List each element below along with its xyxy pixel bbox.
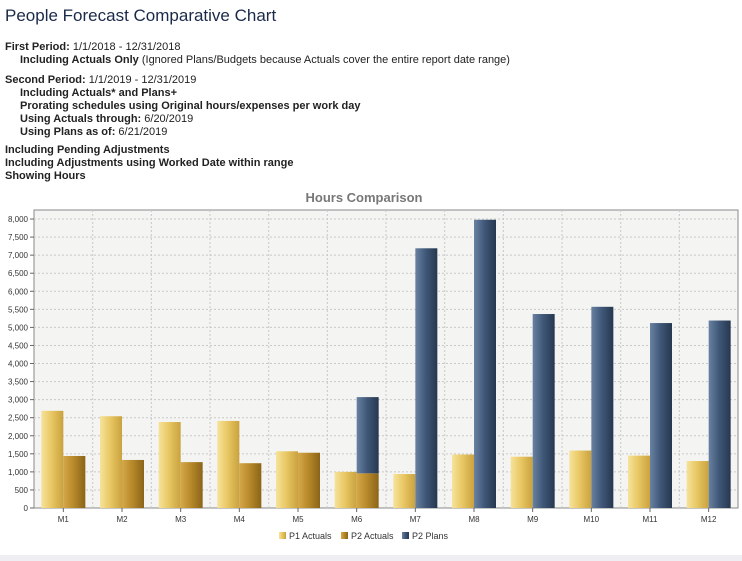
bar-p2-actuals (239, 463, 262, 508)
bar-p1-actuals (41, 410, 64, 508)
adjustments-worked-date-line: Including Adjustments using Worked Date … (5, 157, 294, 169)
y-tick-label: 3,000 (8, 396, 29, 405)
bar-p1-actuals (510, 456, 533, 508)
first-period-block: First Period: 1/1/2018 - 12/31/2018 Incl… (5, 41, 510, 67)
y-tick-label: 1,000 (8, 468, 29, 477)
y-tick-label: 2,500 (8, 414, 29, 423)
actuals-through-label: Using Actuals through: (20, 113, 142, 125)
x-tick-label: M9 (527, 515, 539, 524)
y-tick-label: 5,500 (8, 305, 29, 314)
plans-as-of-label: Using Plans as of: (20, 126, 116, 138)
legend-label: P2 Actuals (351, 531, 394, 541)
legend: P1 Actuals P2 Actuals P2 Plans (279, 531, 449, 541)
bar-p1-actuals (217, 420, 240, 508)
bar-p1-actuals (628, 455, 650, 508)
bar-p2-actuals (180, 462, 203, 508)
bar-p2-plans (532, 314, 555, 508)
y-tick-label: 500 (15, 486, 29, 495)
bar-p2-plans (474, 219, 496, 508)
bar-p1-actuals (100, 416, 122, 508)
bar-p1-actuals (686, 461, 709, 508)
bar-p1-actuals (276, 451, 298, 508)
first-period-including-label: Including Actuals Only (20, 54, 139, 66)
showing-hours-line: Showing Hours (5, 170, 86, 182)
bar-p2-plans (356, 397, 379, 474)
bar-p1-actuals (158, 422, 181, 508)
chart-title: Hours Comparison (305, 190, 422, 205)
bar-p1-actuals (569, 450, 592, 508)
y-tick-label: 6,000 (8, 287, 29, 296)
x-axis: M1 M2 M3 M4 M5 M6 M7 M8 M9 M10 M11 M12 (58, 508, 717, 524)
actuals-through-line: Using Actuals through: 6/20/2019 (5, 113, 360, 126)
y-tick-label: 6,500 (8, 269, 29, 278)
legend-label: P2 Plans (412, 531, 449, 541)
x-tick-label: M3 (175, 515, 187, 524)
bottom-strip (0, 555, 742, 561)
y-tick-label: 7,000 (8, 251, 29, 260)
bar-p2-actuals (356, 473, 379, 508)
second-period-range: 1/1/2019 - 12/31/2019 (88, 74, 197, 86)
first-period-including-note: (Ignored Plans/Budgets because Actuals c… (141, 54, 510, 66)
bar-p2-actuals (122, 459, 144, 508)
hours-comparison-chart: Hours Comparison 0 500 1,000 1,500 2,000 2,50… (8, 190, 739, 541)
bar-p2-actuals (298, 452, 320, 508)
plans-as-of-value: 6/21/2019 (118, 126, 168, 138)
general-options-block: Including Pending Adjustments Including … (5, 144, 293, 183)
y-tick-label: 8,000 (8, 215, 29, 224)
y-tick-label: 7,500 (8, 233, 29, 242)
x-tick-label: M8 (468, 515, 480, 524)
legend-swatch (402, 532, 409, 539)
y-tick-label: 4,500 (8, 341, 29, 350)
pending-adjustments-line: Including Pending Adjustments (5, 144, 170, 156)
page-title: People Forecast Comparative Chart (5, 6, 277, 25)
bar-p2-plans (591, 306, 614, 508)
x-tick-label: M10 (584, 515, 600, 524)
first-period-label: First Period: (5, 41, 70, 53)
y-tick-label: 0 (24, 504, 29, 513)
x-tick-label: M11 (643, 515, 659, 524)
x-tick-label: M5 (292, 515, 304, 524)
legend-swatch (341, 532, 348, 539)
actuals-through-value: 6/20/2019 (144, 113, 194, 125)
y-tick-label: 2,000 (8, 432, 29, 441)
x-tick-label: M1 (58, 515, 70, 524)
second-period-including-line: Including Actuals* and Plans+ (20, 87, 177, 99)
bar-p2-plans (415, 248, 438, 508)
x-tick-label: M7 (410, 515, 422, 524)
legend-swatch (279, 532, 286, 539)
bar-p1-actuals (393, 474, 416, 508)
bar-p2-plans (650, 323, 672, 508)
bar-p1-actuals (334, 471, 357, 508)
first-period-range: 1/1/2018 - 12/31/2018 (72, 41, 181, 53)
second-period-label: Second Period: (5, 74, 86, 86)
second-period-block: Second Period: 1/1/2019 - 12/31/2019 Inc… (5, 74, 360, 139)
first-period-including: Including Actuals Only (Ignored Plans/Bu… (5, 54, 510, 67)
gridlines (34, 210, 738, 508)
bars (41, 219, 731, 508)
legend-label: P1 Actuals (289, 531, 332, 541)
second-period-line: Second Period: 1/1/2019 - 12/31/2019 (5, 74, 360, 87)
second-period-prorating-line: Prorating schedules using Original hours… (20, 100, 361, 112)
x-tick-label: M4 (234, 515, 246, 524)
bar-p2-actuals (63, 455, 86, 508)
first-period-line: First Period: 1/1/2018 - 12/31/2018 (5, 41, 510, 54)
y-tick-label: 3,500 (8, 378, 29, 387)
x-tick-label: M6 (351, 515, 363, 524)
x-tick-label: M12 (701, 515, 717, 524)
y-tick-label: 5,000 (8, 323, 29, 332)
y-tick-label: 4,000 (8, 360, 29, 369)
bar-p1-actuals (452, 454, 474, 508)
y-tick-label: 1,500 (8, 450, 29, 459)
bar-p2-plans (708, 320, 731, 508)
y-axis: 0 500 1,000 1,500 2,000 2,500 3,000 3,500 4,000 4… (8, 215, 34, 513)
x-tick-label: M2 (116, 515, 128, 524)
plans-as-of-line: Using Plans as of: 6/21/2019 (5, 126, 360, 139)
